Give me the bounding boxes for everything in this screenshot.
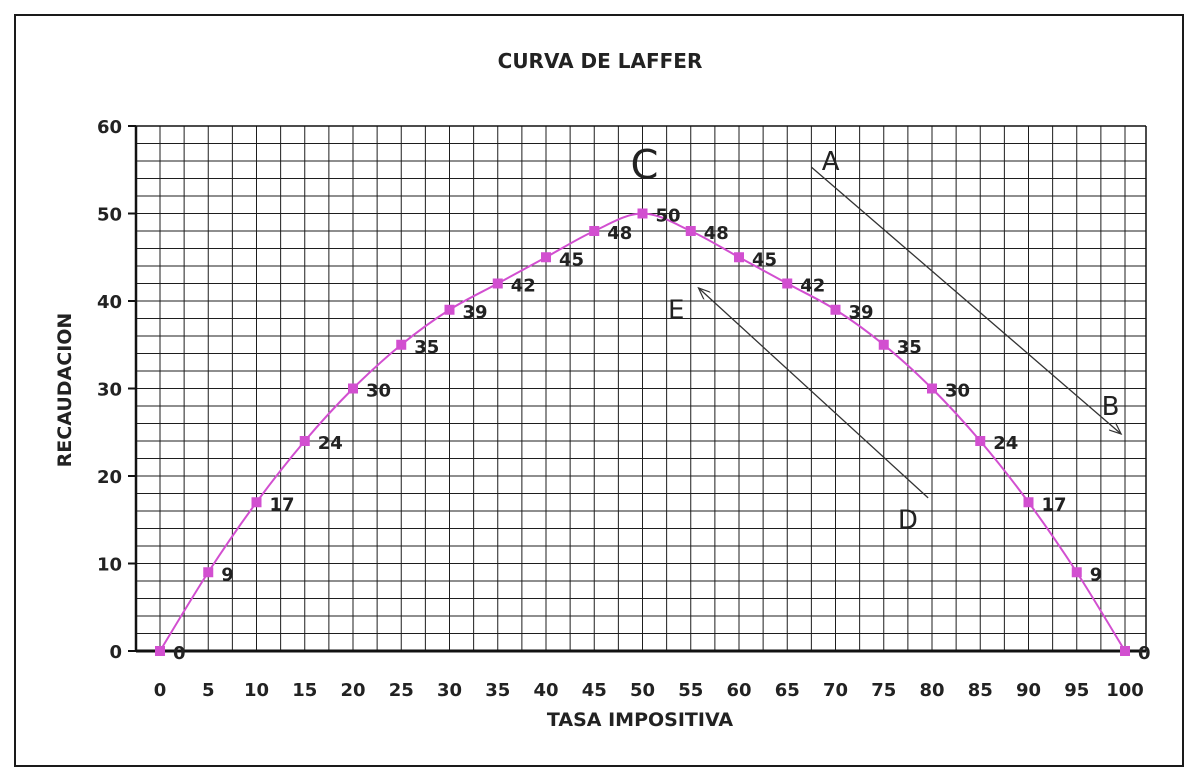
annotation-label: B: [1102, 392, 1120, 422]
grid: [135, 125, 1146, 652]
data-point: [1071, 567, 1082, 578]
y-axis-title: RECAUDACION: [54, 313, 76, 468]
data-point: [444, 304, 455, 315]
data-point: [1023, 497, 1034, 508]
y-tick-label: 20: [97, 467, 122, 488]
chart-frame: [14, 14, 1184, 767]
x-tick-label: 60: [726, 680, 751, 701]
data-label: 9: [1090, 564, 1103, 585]
data-label: 48: [607, 223, 632, 244]
data-label: 30: [945, 381, 970, 402]
data-point: [203, 567, 214, 578]
data-point: [830, 304, 841, 315]
data-label: 9: [221, 564, 234, 585]
data-label: 0: [1138, 643, 1151, 664]
x-tick-label: 35: [485, 680, 510, 701]
annotation-label: C: [630, 143, 658, 189]
data-label: 50: [656, 206, 681, 227]
data-label: 17: [270, 494, 295, 515]
x-tick-label: 80: [919, 680, 944, 701]
data-label: 0: [173, 643, 186, 664]
x-tick-label: 70: [823, 680, 848, 701]
data-point: [927, 383, 937, 394]
data-point: [299, 436, 310, 446]
x-tick-label: 50: [630, 680, 655, 701]
data-label: 24: [993, 433, 1018, 454]
data-point: [637, 208, 648, 219]
x-tick-label: 85: [968, 680, 993, 701]
x-tick-label: 40: [533, 680, 558, 701]
annotation-label: E: [668, 296, 684, 326]
data-label: 35: [414, 337, 439, 358]
annotation-label: D: [898, 506, 918, 536]
data-label: 17: [1042, 494, 1067, 515]
x-tick-label: 65: [775, 680, 800, 701]
data-point: [251, 497, 262, 508]
x-tick-label: 90: [1016, 680, 1041, 701]
y-tick-label: 30: [97, 380, 122, 401]
data-labels: 0 9 17 24 30 35 39 42 45 48 50 48 45 42 39 35 30 24 17 9 0: [173, 206, 1151, 665]
series: [155, 208, 1130, 656]
x-tick-label: 30: [437, 680, 462, 701]
data-label: 42: [511, 276, 536, 297]
x-tick-label: 5: [202, 680, 215, 701]
y-tick-label: 0: [109, 642, 122, 663]
y-tick-label: 40: [97, 292, 122, 313]
x-tick-label: 10: [244, 680, 269, 701]
x-tick-label: 25: [389, 680, 414, 701]
annotations: C A B E D: [630, 143, 1121, 536]
data-point: [492, 278, 503, 289]
annotation-arrow: [810, 166, 1121, 434]
data-label: 48: [704, 223, 729, 244]
axes: [128, 125, 1147, 653]
x-tick-label: 45: [582, 680, 607, 701]
data-point: [975, 436, 986, 446]
data-point: [541, 252, 551, 263]
annotation-arrow: [698, 288, 929, 499]
x-tick-label: 55: [678, 680, 703, 701]
x-axis-title: TASA IMPOSITIVA: [547, 709, 733, 731]
data-point: [348, 383, 358, 394]
data-label: 35: [897, 337, 922, 358]
data-label: 39: [849, 302, 874, 323]
chart-title: CURVA DE LAFFER: [498, 49, 703, 73]
data-point: [878, 339, 889, 350]
data-point: [1120, 646, 1130, 656]
annotation-label: A: [822, 147, 840, 177]
data-point: [155, 646, 165, 656]
x-tick-label: 0: [154, 680, 167, 701]
data-label: 45: [559, 249, 584, 270]
x-tick-label: 20: [340, 680, 365, 701]
data-point: [589, 226, 600, 236]
data-point: [396, 339, 407, 350]
x-tick-label: 15: [292, 680, 317, 701]
data-label: 42: [800, 276, 825, 297]
x-tick-label: 75: [871, 680, 896, 701]
data-label: 24: [318, 433, 343, 454]
y-tick-label: 10: [97, 555, 122, 576]
data-point: [782, 278, 793, 289]
y-tick-label: 50: [97, 205, 122, 226]
x-tick-label: 95: [1064, 680, 1089, 701]
y-tick-label: 60: [97, 117, 122, 138]
data-point: [734, 252, 744, 263]
data-label: 30: [366, 381, 391, 402]
data-label: 39: [463, 302, 488, 323]
data-point: [685, 226, 696, 236]
data-label: 45: [752, 249, 777, 270]
x-tick-label: 100: [1106, 680, 1144, 701]
